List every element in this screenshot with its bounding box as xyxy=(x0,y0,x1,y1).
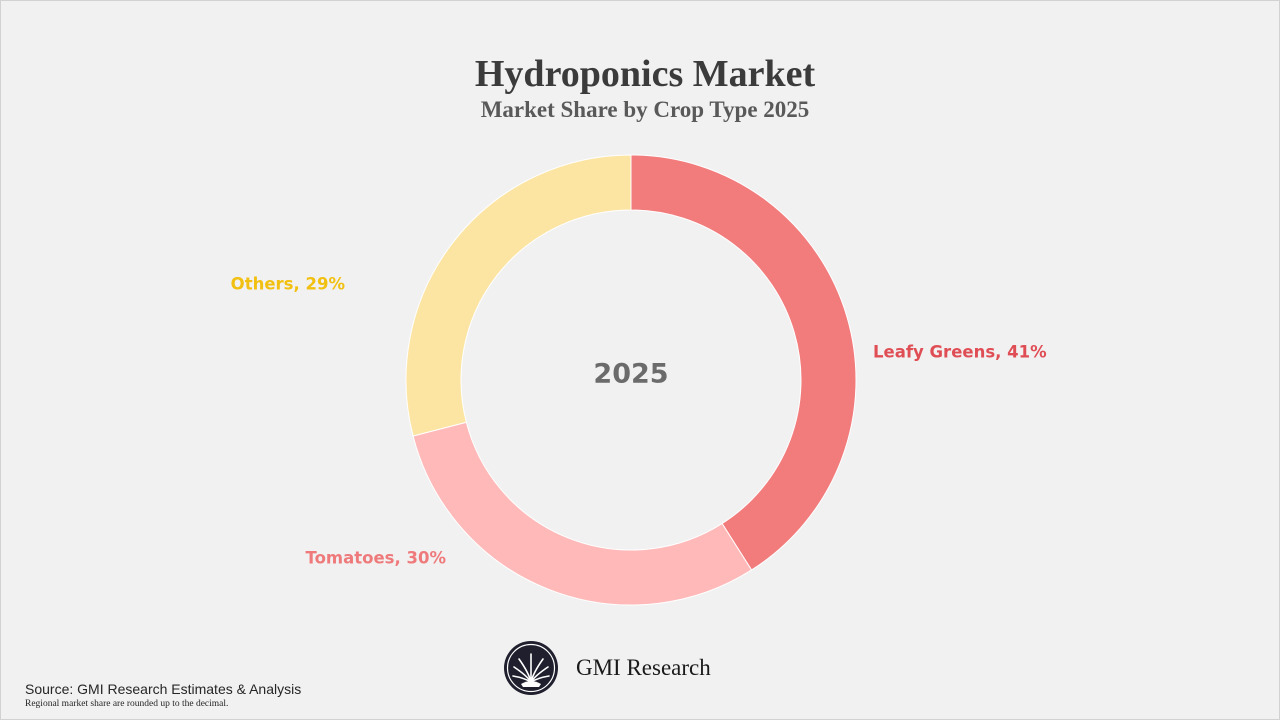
slice-others xyxy=(405,154,632,437)
brand-name: GMI Research xyxy=(576,655,711,680)
data-label-tomatoes: Tomatoes, 30% xyxy=(306,549,447,568)
brand: GMI Research xyxy=(503,640,711,696)
data-label-leafy-greens: Leafy Greens, 41% xyxy=(873,343,1047,362)
rounding-note: Regional market share are rounded up to … xyxy=(25,699,229,709)
data-label-others: Others, 29% xyxy=(231,275,346,294)
slice-tomatoes xyxy=(412,421,753,606)
source-note: Source: GMI Research Estimates & Analysi… xyxy=(25,681,302,697)
chart-subtitle: Market Share by Crop Type 2025 xyxy=(480,97,810,122)
center-year-label: 2025 xyxy=(593,359,668,390)
chart-title: Hydroponics Market xyxy=(474,53,816,95)
slice-leafy-greens xyxy=(630,154,857,571)
gmi-logo-icon xyxy=(504,641,558,695)
